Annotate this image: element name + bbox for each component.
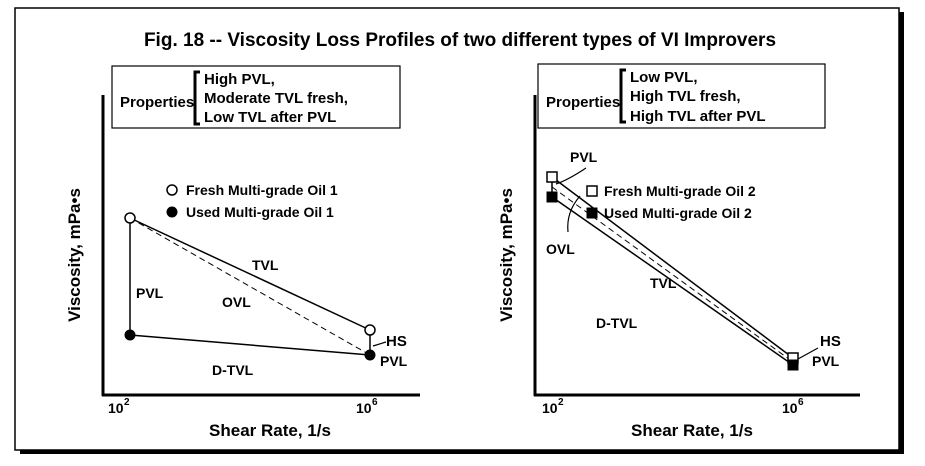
property: High TVL fresh, (630, 88, 741, 105)
leader (797, 347, 819, 360)
point (124, 329, 136, 341)
leader (567, 195, 581, 233)
legend-symbol (586, 207, 598, 219)
legend-symbol (586, 185, 598, 197)
point (787, 359, 799, 371)
legend-label: Used Multi-grade Oil 1 (186, 204, 334, 220)
label: D-TVL (212, 362, 254, 378)
legend-symbol (166, 206, 178, 218)
point (124, 212, 136, 224)
properties-label: Properties (120, 94, 194, 111)
property: High PVL, (204, 71, 275, 88)
label: PVL (380, 353, 408, 369)
x-tick-exponent: 6 (798, 397, 804, 408)
x-tick-exponent: 2 (124, 397, 130, 408)
properties-label: Properties (546, 94, 620, 111)
property: Moderate TVL fresh, (204, 90, 348, 107)
y-label: Viscosity, mPa•s (65, 188, 84, 322)
leader (555, 167, 587, 185)
x-tick-label: 10 (356, 400, 372, 416)
legend-label: Fresh Multi-grade Oil 1 (186, 182, 338, 198)
label: OVL (546, 241, 575, 257)
x-tick-label: 10 (782, 400, 798, 416)
line (129, 217, 371, 356)
legend-label: Used Multi-grade Oil 2 (604, 205, 752, 221)
legend-label: Fresh Multi-grade Oil 2 (604, 183, 756, 199)
x-tick-exponent: 2 (558, 397, 564, 408)
property: High TVL after PVL (630, 108, 766, 125)
panel-left (101, 65, 420, 397)
property: Low TVL after PVL (204, 109, 336, 126)
label: PVL (570, 149, 598, 165)
properties-box (111, 65, 401, 129)
point (546, 171, 558, 183)
label: D-TVL (596, 315, 638, 331)
panel-right (533, 63, 860, 397)
leader (372, 341, 387, 347)
x-tick-label: 10 (108, 400, 124, 416)
y-label: Viscosity, mPa•s (497, 188, 516, 322)
title: Fig. 18 -- Viscosity Loss Profiles of tw… (144, 30, 776, 51)
properties-box (537, 63, 826, 129)
point (364, 349, 376, 361)
x-tick-label: 10 (542, 400, 558, 416)
bracket (193, 70, 200, 126)
point (546, 191, 558, 203)
label: PVL (812, 353, 840, 369)
property: Low PVL, (630, 69, 698, 86)
line (129, 217, 371, 331)
point (364, 324, 376, 336)
bracket (619, 68, 626, 124)
label: HS (386, 333, 407, 350)
x-label: Shear Rate, 1/s (209, 421, 331, 440)
x-label: Shear Rate, 1/s (631, 421, 753, 440)
label: TVL (252, 257, 279, 273)
label: OVL (222, 294, 251, 310)
label: HS (820, 333, 841, 350)
line (551, 176, 794, 359)
label: PVL (136, 285, 164, 301)
x-tick-exponent: 6 (372, 397, 378, 408)
label: TVL (650, 275, 677, 291)
legend-symbol (166, 184, 178, 196)
line (551, 196, 794, 366)
line (129, 334, 371, 356)
